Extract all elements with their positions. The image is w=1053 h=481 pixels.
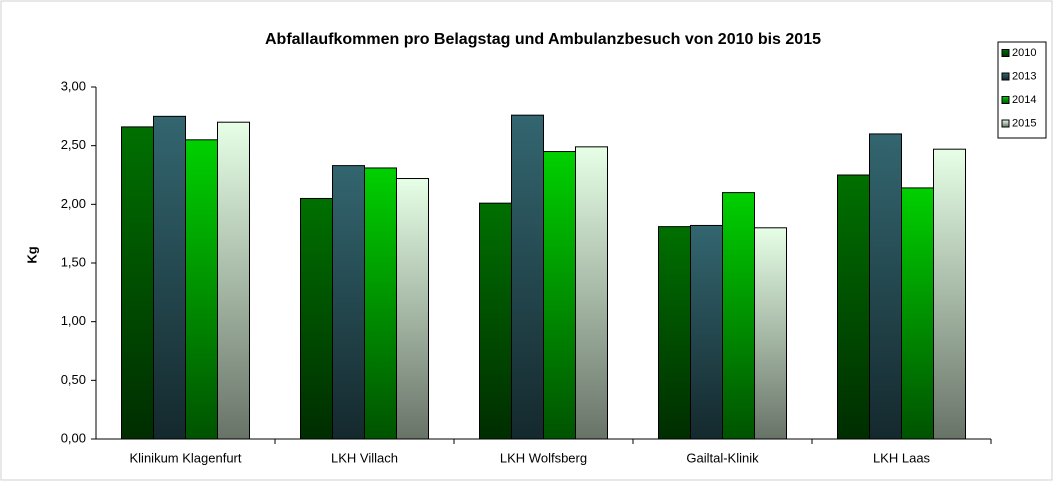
bar (543, 151, 576, 440)
bar (690, 224, 723, 440)
bar (722, 192, 755, 440)
x-tick-label: LKH Laas (873, 450, 931, 465)
bar (479, 202, 512, 440)
legend-label: 2015 (1012, 117, 1036, 129)
bar (869, 133, 902, 440)
y-tick-label: 1,50 (61, 254, 86, 269)
bar (933, 148, 966, 440)
y-tick-label: 0,00 (61, 430, 86, 445)
legend-label: 2013 (1012, 70, 1036, 82)
y-axis-label: Kg (24, 246, 39, 263)
x-tick-label: Klinikum Klagenfurt (130, 450, 242, 465)
x-tick-label: Gailtal-Klinik (686, 450, 759, 465)
bar (396, 178, 429, 440)
bar (217, 121, 250, 440)
bar (364, 167, 397, 440)
bar (153, 115, 186, 440)
y-tick-label: 1,00 (61, 313, 86, 328)
y-tick-label: 0,50 (61, 372, 86, 387)
bar (754, 227, 787, 440)
y-tick-label: 2,50 (61, 137, 86, 152)
legend-swatch (1001, 72, 1010, 81)
bar (575, 146, 608, 440)
bar (658, 226, 691, 440)
bar (837, 174, 870, 440)
bar (901, 187, 934, 440)
x-tick-label: LKH Wolfsberg (500, 450, 587, 465)
chart-title: Abfallaufkommen pro Belagstag und Ambula… (265, 31, 821, 48)
bar (121, 126, 154, 440)
legend-swatch (1001, 119, 1010, 128)
x-tick-label: LKH Villach (331, 450, 398, 465)
legend-swatch (1001, 49, 1010, 57)
bar (511, 114, 544, 440)
y-tick-label: 2,00 (61, 196, 86, 211)
legend-label: 2014 (1012, 94, 1036, 106)
legend-swatch (1001, 96, 1010, 104)
legend-label: 2010 (1012, 47, 1036, 59)
bar (300, 197, 333, 440)
bar (185, 139, 218, 440)
y-tick-label: 3,00 (61, 78, 86, 93)
bar (332, 165, 365, 440)
